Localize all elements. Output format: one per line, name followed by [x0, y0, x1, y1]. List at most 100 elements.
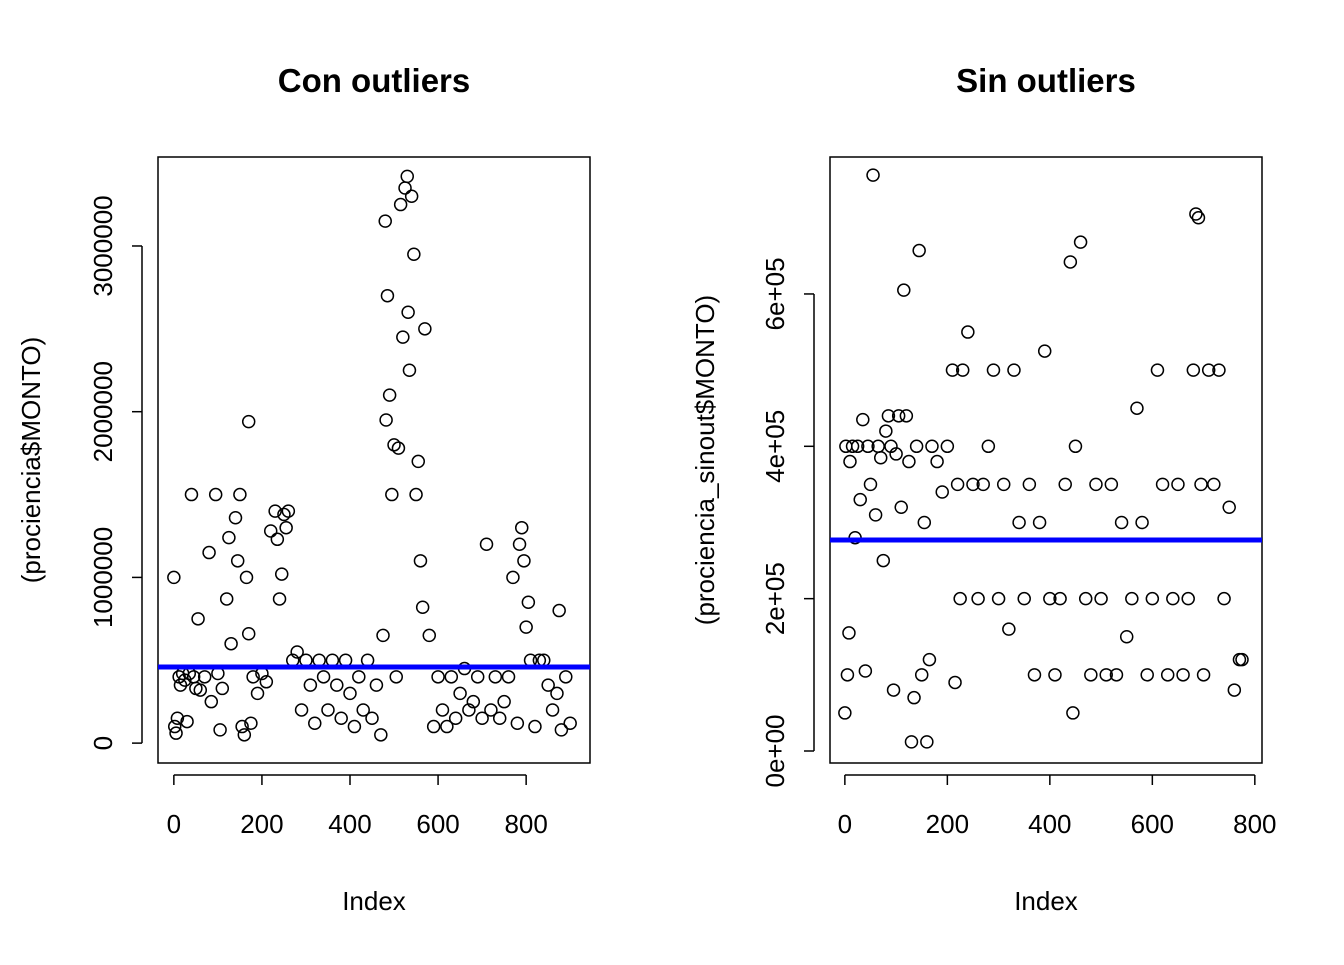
data-point: [889, 447, 903, 461]
data-point: [479, 537, 494, 552]
data-point: [1130, 401, 1144, 415]
data-point: [270, 532, 285, 547]
data-point: [290, 645, 304, 659]
data-point: [484, 703, 498, 717]
data-point: [391, 441, 406, 455]
data-point: [246, 670, 260, 684]
x-tick-label: 600: [1131, 809, 1174, 839]
data-point: [244, 716, 258, 730]
x-tick-label: 400: [328, 809, 371, 839]
data-point: [1032, 515, 1047, 530]
data-point: [389, 670, 403, 684]
data-point: [517, 554, 531, 568]
data-point: [204, 694, 219, 709]
data-point: [409, 487, 423, 502]
data-point: [1066, 706, 1080, 720]
y-tick-label: 2000000: [88, 361, 118, 462]
data-point: [426, 719, 441, 734]
plot-box: [157, 156, 591, 764]
data-point: [303, 678, 318, 692]
data-point: [202, 545, 216, 560]
data-point: [1094, 591, 1108, 606]
data-point: [378, 214, 392, 228]
data-point: [241, 626, 256, 641]
data-point: [492, 711, 507, 726]
data-point: [239, 570, 254, 585]
x-tick-label: 0: [838, 809, 852, 839]
data-point: [237, 728, 252, 742]
data-point: [213, 723, 227, 737]
data-point: [1089, 477, 1103, 492]
data-point: [863, 477, 878, 492]
y-tick-label: 3000000: [88, 195, 118, 296]
x-axis-label: Index: [1014, 886, 1078, 916]
data-point: [462, 703, 476, 717]
data-point: [845, 439, 860, 454]
data-point: [996, 477, 1011, 492]
data-point: [945, 363, 960, 377]
data-point: [418, 322, 432, 336]
data-point: [838, 706, 852, 720]
data-point: [250, 686, 265, 701]
data-point: [935, 485, 949, 499]
data-point: [873, 450, 888, 465]
data-point: [400, 169, 414, 184]
x-tick-label: 200: [240, 809, 283, 839]
data-point: [1048, 668, 1062, 682]
data-point: [431, 670, 445, 684]
data-point: [294, 703, 309, 717]
data-point: [1119, 629, 1134, 644]
data-point: [321, 703, 335, 717]
data-point: [475, 711, 489, 726]
data-point: [902, 454, 916, 469]
data-point: [922, 652, 937, 667]
data-point: [1194, 477, 1208, 492]
data-point: [440, 719, 454, 734]
data-point: [961, 325, 975, 339]
data-point: [233, 487, 247, 502]
data-point: [268, 504, 282, 518]
data-point: [1109, 668, 1124, 682]
data-point: [840, 668, 855, 682]
y-tick-label: 0e+00: [760, 714, 790, 787]
data-point: [528, 719, 542, 734]
x-tick-label: 800: [1233, 809, 1276, 839]
data-point: [1104, 477, 1119, 492]
data-point: [1189, 207, 1203, 221]
data-point: [299, 653, 313, 668]
data-point: [334, 711, 348, 726]
data-point: [1135, 515, 1149, 530]
data-point: [376, 628, 390, 643]
data-point: [907, 690, 921, 705]
data-point: [435, 703, 450, 717]
data-point: [1155, 477, 1170, 492]
data-point: [925, 439, 939, 454]
data-point: [981, 439, 996, 454]
data-point: [1068, 439, 1083, 454]
x-axis-label: Index: [342, 886, 406, 916]
data-point: [1058, 477, 1072, 492]
data-point: [876, 553, 891, 568]
chart-title: Con outliers: [278, 62, 471, 99]
data-point: [365, 711, 379, 726]
data-point: [1078, 591, 1093, 606]
data-point: [411, 454, 426, 469]
data-point: [393, 197, 408, 212]
data-point: [991, 591, 1006, 606]
data-point: [444, 670, 459, 684]
data-point: [1017, 591, 1031, 606]
data-point: [842, 626, 856, 640]
data-point: [552, 603, 566, 618]
data-point: [1150, 363, 1165, 377]
data-point: [1145, 591, 1160, 606]
y-axis-label: (prociencia_sinout$MONTO): [690, 295, 720, 625]
data-point: [1227, 683, 1242, 697]
data-point: [554, 723, 569, 737]
data-point: [407, 247, 421, 262]
data-point: [360, 653, 375, 668]
data-point: [512, 537, 527, 552]
data-point: [897, 283, 911, 297]
y-tick-label: 6e+05: [760, 257, 790, 330]
data-point: [1125, 591, 1139, 606]
